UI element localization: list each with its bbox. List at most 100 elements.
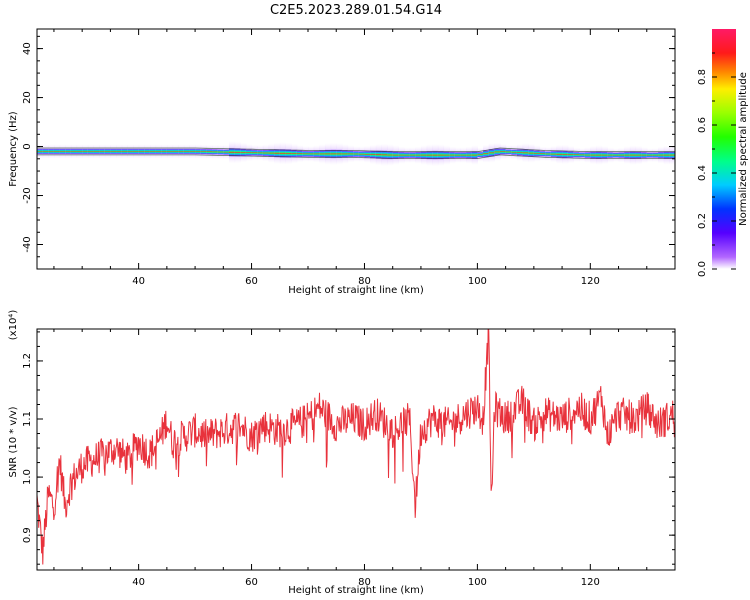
spectrogram-core-strip bbox=[110, 148, 117, 155]
spectrogram-core-strip bbox=[358, 150, 366, 158]
spectrogram-core-strip bbox=[511, 149, 518, 156]
snr-y-tick-label: 1.0 bbox=[22, 469, 33, 485]
spectrogram-ridge-outline bbox=[37, 147, 675, 159]
spectrogram-core-strip bbox=[347, 150, 354, 158]
spectrogram-core-strip bbox=[420, 151, 428, 160]
spectrogram-core-strip bbox=[336, 149, 343, 159]
spectrogram-core-strip bbox=[381, 150, 388, 160]
spectrogram-core-strip bbox=[437, 150, 445, 160]
snr-x-tick-label: 60 bbox=[245, 577, 258, 588]
spectrogram-core-strip bbox=[663, 151, 670, 160]
spectrogram-core-strip bbox=[624, 151, 631, 159]
spectrogram-core-strip bbox=[65, 148, 72, 155]
spectrogram-core-strip bbox=[172, 148, 179, 155]
colorbar-tick-label: 0.0 bbox=[697, 261, 708, 277]
spectrogram-core-strip bbox=[370, 150, 377, 159]
spectrogram-core-strip bbox=[669, 151, 675, 160]
snr-x-tick-label: 120 bbox=[581, 577, 600, 588]
spectrogram-core-strip bbox=[138, 148, 145, 155]
spectrogram-core-strip bbox=[87, 148, 95, 155]
snr-panel: 40 60 80 100 120 0.9 1.0 1.1 1.2 Height of strai… bbox=[8, 310, 676, 596]
colorbar-label: Normalized spectral amplitude bbox=[738, 72, 749, 226]
spectrogram-core-strip bbox=[652, 152, 659, 159]
spectrogram-core-strip bbox=[567, 151, 574, 159]
spectrogram-core-strip bbox=[595, 151, 603, 160]
spectrogram-core-strip bbox=[556, 150, 563, 159]
spectrogram-core-strip bbox=[257, 149, 264, 157]
spectrogram-core-strip bbox=[296, 150, 303, 158]
spectrogram-core-strip bbox=[285, 148, 292, 158]
spectrogram-core-strip bbox=[245, 149, 253, 157]
spectrogram-x-tick-label: 80 bbox=[358, 276, 371, 287]
snr-x-tick-label: 40 bbox=[132, 577, 145, 588]
spectrogram-core-strip bbox=[70, 148, 78, 155]
spectrogram-core-strip bbox=[228, 147, 236, 157]
spectrogram-core-strip bbox=[398, 151, 405, 159]
spectrogram-core-strip bbox=[37, 148, 44, 155]
spectrogram-core-strip bbox=[330, 149, 337, 159]
spectrogram-core-strip bbox=[573, 151, 580, 158]
spectrogram-core-strip bbox=[528, 149, 535, 158]
spectrogram-core-strip bbox=[432, 150, 439, 160]
spectrogram-core-strip bbox=[195, 148, 202, 155]
spectrogram-core-strip bbox=[308, 150, 315, 158]
snr-x-tick-label: 100 bbox=[468, 577, 487, 588]
spectrogram-core-strip bbox=[601, 151, 608, 159]
spectrogram-core-strip bbox=[579, 152, 586, 158]
spectrogram-core-strip bbox=[324, 149, 332, 159]
spectrogram-core-strip bbox=[234, 147, 241, 157]
colorbar-gradient bbox=[712, 29, 736, 269]
spectrogram-core-strip bbox=[387, 150, 394, 160]
spectrogram-y-tick-label: 20 bbox=[22, 91, 33, 104]
spectrogram-core-strip bbox=[641, 151, 648, 159]
spectrogram-core-strip bbox=[93, 148, 100, 155]
spectrogram-core-strip bbox=[629, 151, 637, 160]
spectrogram-core-strip bbox=[607, 151, 614, 159]
spectrogram-core-strip bbox=[200, 148, 207, 155]
spectrogram-core-strip bbox=[488, 148, 495, 157]
snr-x-tick-label: 80 bbox=[358, 577, 371, 588]
spectrogram-core-strip bbox=[240, 148, 247, 157]
spectrogram-core-strip bbox=[353, 150, 360, 158]
spectrogram-core-strip bbox=[483, 150, 490, 158]
snr-ticks: 40 60 80 100 120 0.9 1.0 1.1 1.2 bbox=[22, 329, 676, 588]
spectrogram-core-strip bbox=[375, 150, 383, 160]
spectrogram-core-strip bbox=[545, 151, 552, 157]
snr-multiplier-label: (x10⁴) bbox=[8, 310, 19, 341]
spectrogram-y-axis-label: Frequency (Hz) bbox=[8, 111, 19, 187]
spectrogram-core-strip bbox=[268, 149, 275, 158]
spectrogram-ticks: 40 60 80 100 120 -40 -20 0 20 40 bbox=[22, 29, 676, 287]
spectrogram-core-strip bbox=[144, 148, 151, 155]
spectrogram-x-tick-label: 40 bbox=[132, 276, 145, 287]
spectrogram-core-strip bbox=[217, 149, 224, 155]
spectrogram-core-strip bbox=[539, 150, 546, 157]
spectrogram-core-strip bbox=[178, 148, 185, 155]
spectrogram-core-strip bbox=[584, 151, 591, 159]
spectrogram-core-strip bbox=[403, 151, 411, 159]
spectrogram-core-strip bbox=[121, 148, 128, 155]
spectrogram-y-tick-label: 40 bbox=[22, 42, 33, 55]
spectrogram-core-strip bbox=[189, 148, 196, 155]
colorbar-ticks: 0.0 0.2 0.4 0.6 0.8 bbox=[697, 52, 736, 277]
colorbar-tick-label: 0.6 bbox=[697, 117, 708, 133]
spectrogram-core-strip bbox=[635, 151, 642, 159]
spectrogram-core-strip bbox=[426, 150, 433, 160]
spectrogram-core-strip bbox=[646, 152, 654, 158]
spectrogram-core-strip bbox=[618, 152, 625, 159]
spectrogram-core-strip bbox=[466, 151, 473, 159]
spectrogram-core-strip bbox=[223, 149, 230, 156]
spectrogram-core-strip bbox=[364, 150, 371, 158]
spectrogram-ridge bbox=[37, 141, 675, 167]
spectrogram-core-strip bbox=[206, 148, 213, 155]
snr-y-tick-label: 0.9 bbox=[22, 527, 33, 543]
spectrogram-core-strip bbox=[505, 149, 512, 155]
spectrogram-core-strip bbox=[262, 149, 270, 157]
spectrogram-core-strip bbox=[166, 148, 174, 155]
colorbar-tick-label: 0.2 bbox=[697, 213, 708, 229]
spectrogram-core-strip bbox=[82, 148, 89, 155]
snr-y-tick-label: 1.1 bbox=[22, 411, 33, 427]
spectrogram-core-strip bbox=[127, 148, 134, 155]
snr-x-axis-label: Height of straight line (km) bbox=[288, 585, 424, 596]
spectrogram-panel: 40 60 80 100 120 -40 -20 0 20 40 Height of straig… bbox=[8, 28, 676, 296]
spectrogram-core-strip bbox=[319, 149, 326, 158]
